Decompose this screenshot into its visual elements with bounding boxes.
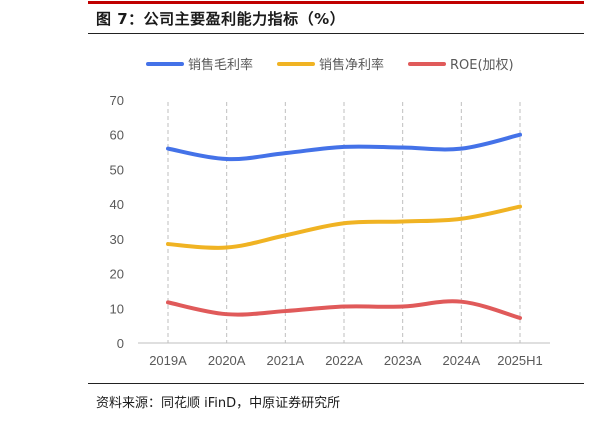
y-tick-label: 40 bbox=[110, 197, 124, 212]
x-tick-label: 2023A bbox=[384, 353, 422, 368]
series-line-2 bbox=[166, 299, 522, 321]
figure-title: 图 7：公司主要盈利能力指标（%） bbox=[96, 10, 346, 28]
y-tick-label: 20 bbox=[110, 267, 124, 282]
x-tick-label: 2025H1 bbox=[497, 353, 543, 368]
y-tick-label: 10 bbox=[110, 301, 124, 316]
title-rule bbox=[88, 33, 584, 34]
legend-label: 销售净利率 bbox=[319, 57, 384, 73]
series-lines bbox=[166, 132, 522, 321]
x-tick-label: 2021A bbox=[267, 353, 305, 368]
legend-label: 销售毛利率 bbox=[188, 57, 253, 73]
x-tick-label: 2019A bbox=[149, 353, 187, 368]
bottom-rule bbox=[88, 383, 584, 384]
legend-label: ROE(加权) bbox=[450, 57, 514, 73]
x-axis-ticks: 2019A 2020A 2021A 2022A 2023A 2024A 2025H1 bbox=[149, 353, 543, 368]
x-tick-label: 2020A bbox=[208, 353, 246, 368]
series-line-1 bbox=[166, 204, 522, 250]
legend: 销售毛利率 销售净利率 ROE(加权) bbox=[146, 57, 514, 73]
x-tick-label: 2024A bbox=[443, 353, 481, 368]
y-tick-label: 30 bbox=[110, 232, 124, 247]
top-rule bbox=[88, 1, 584, 4]
y-tick-label: 60 bbox=[110, 128, 124, 143]
x-tick-label: 2022A bbox=[325, 353, 363, 368]
y-axis-ticks: 0 10 20 30 40 50 60 70 bbox=[110, 93, 124, 351]
source-note: 资料来源：同花顺 iFinD，中原证券研究所 bbox=[96, 396, 341, 411]
series-line-0 bbox=[166, 132, 522, 162]
y-tick-label: 70 bbox=[110, 93, 124, 108]
y-tick-label: 50 bbox=[110, 162, 124, 177]
y-tick-label: 0 bbox=[117, 336, 124, 351]
